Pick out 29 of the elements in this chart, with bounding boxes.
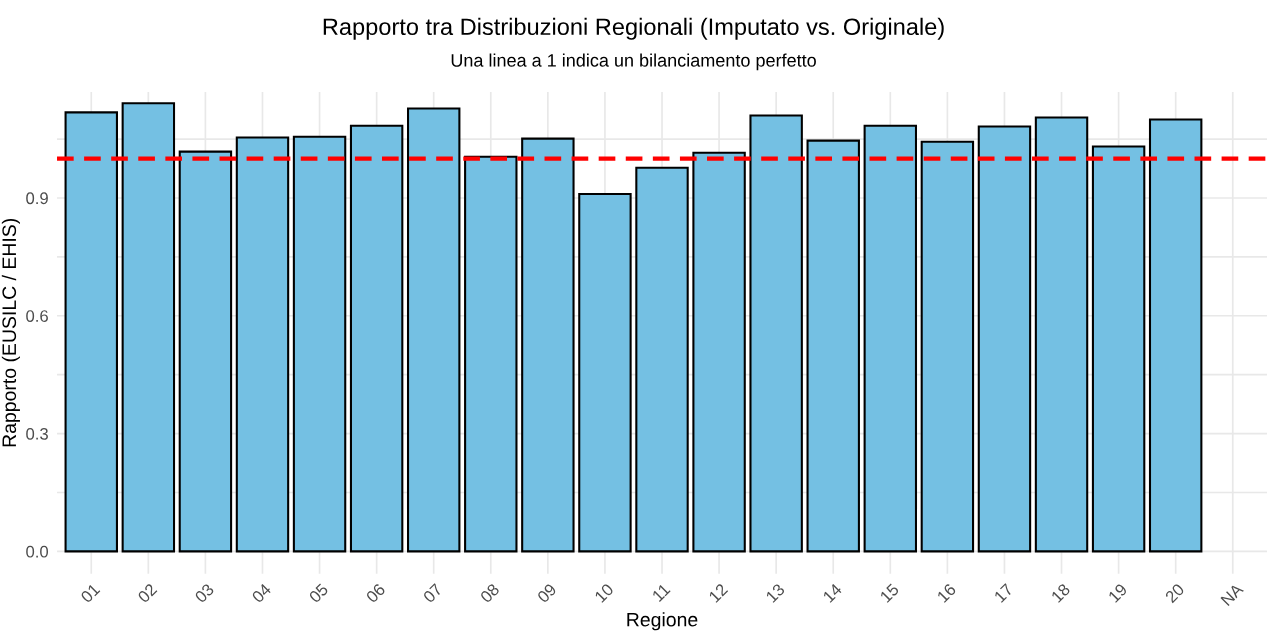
x-tick-label: 05 — [308, 582, 329, 604]
chart-title: Rapporto tra Distribuzioni Regionali (Imputato vs. Originale) — [323, 17, 944, 40]
x-tick-label: 02 — [137, 583, 158, 604]
x-tick-label: 09 — [536, 582, 558, 604]
x-tick-label: 17 — [993, 583, 1014, 603]
x-tick-label: 01 — [79, 582, 101, 604]
x-tick-label: 13 — [765, 582, 786, 603]
chart-subtitle: Una linea a 1 indica un bilanciamento perfetto — [451, 53, 816, 71]
x-axis-title: Regione — [627, 612, 698, 631]
x-tick-label: 18 — [1050, 582, 1071, 603]
y-tick-label: 0.0 — [26, 545, 49, 558]
x-tick-label: 06 — [365, 582, 386, 604]
y-tick-label: 0.9 — [26, 192, 48, 205]
x-tick-label: 07 — [422, 583, 443, 604]
x-tick-label: 14 — [822, 582, 843, 603]
x-tick-label: 16 — [936, 582, 957, 603]
x-tick-label: 08 — [479, 582, 500, 604]
x-tick-label: 20 — [1164, 582, 1185, 604]
y-tick-label: 0.6 — [26, 310, 48, 322]
x-tick-label: NA — [1220, 582, 1244, 607]
y-axis-title: Rapporto (EUSILC / EHIS) — [1, 218, 20, 447]
x-tick-label: 15 — [879, 583, 900, 603]
x-tick-label: 04 — [251, 582, 272, 604]
x-tick-label: 19 — [1107, 582, 1128, 603]
x-tick-label: 11 — [651, 583, 671, 602]
x-tick-label: 03 — [194, 582, 215, 604]
x-tick-label: 12 — [708, 583, 729, 603]
x-tick-label: 10 — [594, 582, 615, 603]
y-tick-label: 0.3 — [26, 427, 48, 440]
